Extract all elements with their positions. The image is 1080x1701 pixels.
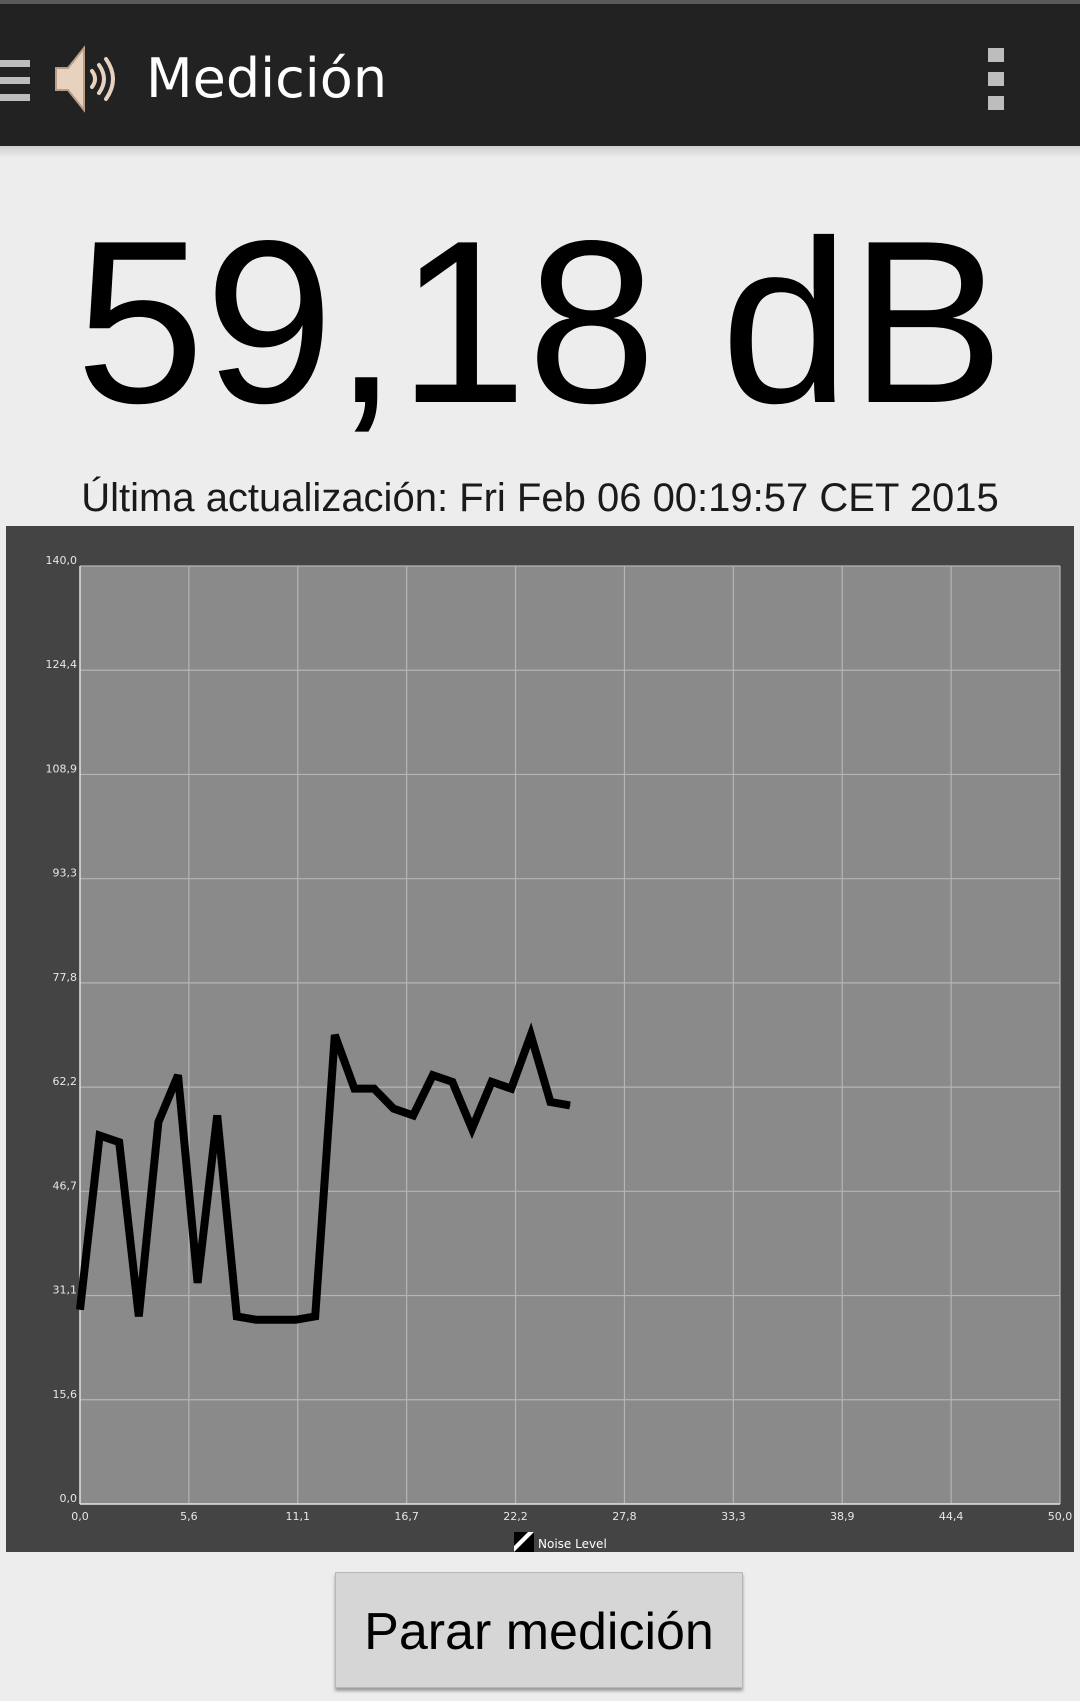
legend-label: Noise Level xyxy=(538,1537,607,1551)
y-tick-label: 0,0 xyxy=(60,1492,78,1505)
data-point xyxy=(549,1101,551,1103)
chart-svg: 0,0 15,6 31,1 46,7 62,2 77,8 93,3 108,9 124,4 140… xyxy=(46,554,1073,1552)
data-point xyxy=(491,1081,493,1083)
data-point xyxy=(451,1081,453,1083)
y-tick-label: 46,7 xyxy=(53,1179,78,1192)
y-tick-label: 77,8 xyxy=(53,971,78,984)
x-tick-label: 50,0 xyxy=(1048,1510,1073,1523)
db-reading: 59,18 dB xyxy=(75,193,1005,452)
data-point xyxy=(197,1282,199,1284)
data-point xyxy=(373,1088,375,1090)
data-point xyxy=(118,1141,120,1143)
y-tick-label: 93,3 xyxy=(53,867,78,880)
speaker-sound-icon[interactable] xyxy=(54,44,120,114)
data-point xyxy=(157,1121,159,1123)
data-point xyxy=(314,1315,316,1317)
data-point xyxy=(177,1074,179,1076)
data-point xyxy=(255,1319,257,1321)
x-tick-label: 38,9 xyxy=(830,1510,855,1523)
noise-chart: 0,0 15,6 31,1 46,7 62,2 77,8 93,3 108,9 124,4 140… xyxy=(6,526,1074,1552)
data-point xyxy=(510,1088,512,1090)
data-point xyxy=(99,1135,101,1136)
hamburger-menu-icon[interactable] xyxy=(0,60,30,102)
data-point xyxy=(569,1104,571,1106)
x-tick-label: 11,1 xyxy=(286,1510,311,1523)
data-point xyxy=(412,1114,414,1116)
data-point xyxy=(236,1315,238,1317)
x-tick-label: 33,3 xyxy=(721,1510,746,1523)
legend-swatch-mark xyxy=(514,1532,534,1552)
x-tick-label: 44,4 xyxy=(939,1510,964,1523)
data-point xyxy=(432,1074,434,1076)
x-tick-label: 27,8 xyxy=(612,1510,637,1523)
screen-title: Medición xyxy=(146,47,388,110)
data-point xyxy=(275,1319,277,1321)
plot-area xyxy=(80,566,1060,1504)
x-tick-label: 16,7 xyxy=(394,1510,419,1523)
status-line xyxy=(0,0,1080,4)
data-point xyxy=(295,1319,297,1321)
action-bar: Medición xyxy=(0,4,1080,146)
data-point xyxy=(216,1114,218,1116)
last-update-text: Última actualización: Fri Feb 06 00:19:5… xyxy=(81,476,999,520)
data-point xyxy=(138,1315,140,1317)
data-point xyxy=(530,1034,532,1036)
x-tick-label: 22,2 xyxy=(503,1510,528,1523)
data-point xyxy=(471,1128,473,1130)
data-point xyxy=(353,1088,355,1090)
y-tick-label: 108,9 xyxy=(46,762,78,775)
stop-measurement-button[interactable]: Parar medición xyxy=(335,1572,743,1688)
y-tick-label: 62,2 xyxy=(53,1075,78,1088)
y-tick-label: 140,0 xyxy=(46,554,78,567)
overflow-menu-icon[interactable] xyxy=(988,48,1004,110)
x-tick-label: 5,6 xyxy=(180,1510,198,1523)
y-tick-label: 31,1 xyxy=(53,1284,78,1297)
series-line-noise-level xyxy=(76,1022,571,1324)
data-point xyxy=(334,1034,336,1036)
data-point xyxy=(79,1309,81,1311)
data-point xyxy=(393,1108,395,1110)
y-tick-label: 15,6 xyxy=(53,1388,78,1401)
actionbar-shadow xyxy=(0,146,1080,158)
y-tick-label: 124,4 xyxy=(46,658,78,671)
x-tick-label: 0,0 xyxy=(71,1510,89,1523)
legend-swatch-mark xyxy=(514,1532,528,1546)
